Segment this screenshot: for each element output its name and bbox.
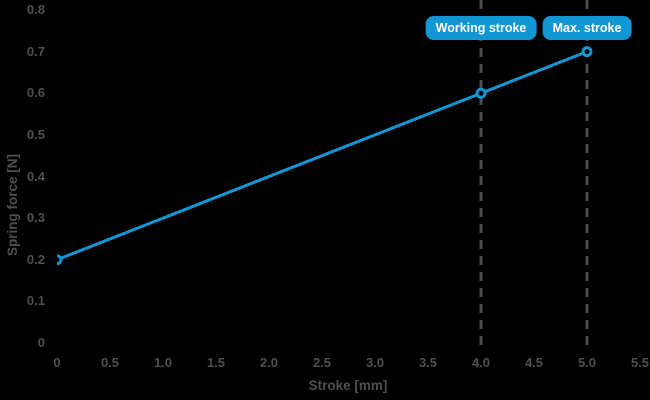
x-tick-label: 3.0: [365, 355, 385, 370]
x-tick-label: 0: [53, 355, 61, 370]
x-tick-label: 1.5: [206, 355, 226, 370]
spring-force-line: [57, 50, 588, 262]
data-point-marker: [57, 254, 63, 266]
x-tick-label: 0.5: [100, 355, 120, 370]
x-tick-label: 5.0: [577, 355, 597, 370]
y-tick-label: 0.5: [26, 126, 45, 142]
y-tick-label: 0.8: [26, 2, 45, 17]
annotation-working-stroke: Working stroke: [425, 16, 537, 40]
y-tick-label: 0.4: [26, 168, 45, 184]
x-axis-title: Stroke [mm]: [308, 378, 388, 393]
y-tick-label: 0: [37, 335, 45, 350]
annotation-max-stroke: Max. stroke: [542, 16, 632, 40]
x-tick-label: 2.5: [312, 355, 332, 370]
x-tick-label: 2.0: [259, 355, 279, 370]
data-point-marker-hole: [478, 90, 484, 96]
y-tick-label: 0.3: [26, 210, 45, 226]
y-tick-label: 0.1: [26, 293, 45, 309]
x-tick-label: 1.0: [153, 355, 173, 370]
x-tick-label: 4.0: [471, 355, 491, 370]
data-point-marker-hole: [57, 257, 60, 263]
x-tick-label: 3.5: [418, 355, 438, 370]
y-tick-label: 0.7: [26, 43, 45, 59]
data-point-marker-hole: [584, 49, 590, 55]
y-tick-label: 0.6: [26, 85, 45, 101]
x-tick-label: 4.5: [524, 355, 544, 370]
x-tick-label: 5.5: [630, 355, 650, 370]
y-tick-label: 0.2: [26, 251, 45, 267]
spring-force-line-group: [57, 46, 593, 266]
